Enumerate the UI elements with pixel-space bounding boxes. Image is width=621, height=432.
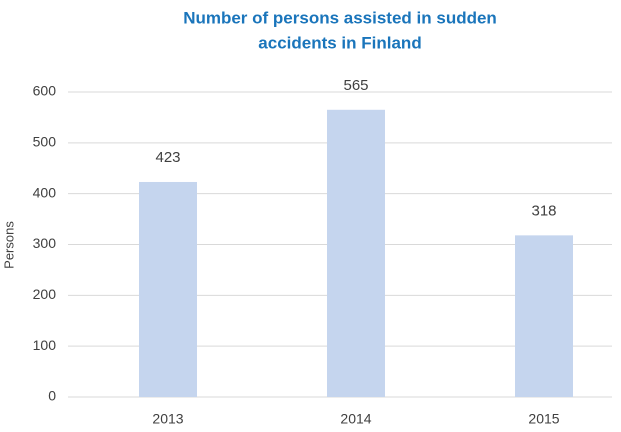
- x-tick-label: 2013: [152, 411, 183, 427]
- chart-title: accidents in Finland: [258, 33, 421, 52]
- y-tick-label: 0: [48, 388, 56, 404]
- value-label: 565: [343, 77, 368, 94]
- y-tick-label: 300: [33, 235, 57, 251]
- value-label: 318: [531, 202, 556, 219]
- chart-title: Number of persons assisted in sudden: [183, 8, 497, 27]
- value-label: 423: [155, 149, 180, 166]
- y-tick-label: 600: [33, 83, 57, 99]
- y-tick-label: 100: [33, 337, 57, 353]
- bar: [515, 235, 573, 397]
- x-tick-label: 2014: [340, 411, 371, 427]
- y-tick-label: 200: [33, 286, 57, 302]
- bar: [139, 181, 197, 397]
- y-tick-label: 400: [33, 184, 57, 200]
- y-axis-label: Persons: [1, 221, 16, 269]
- bar: [327, 109, 385, 398]
- x-tick-label: 2015: [528, 411, 559, 427]
- y-tick-label: 500: [33, 134, 57, 150]
